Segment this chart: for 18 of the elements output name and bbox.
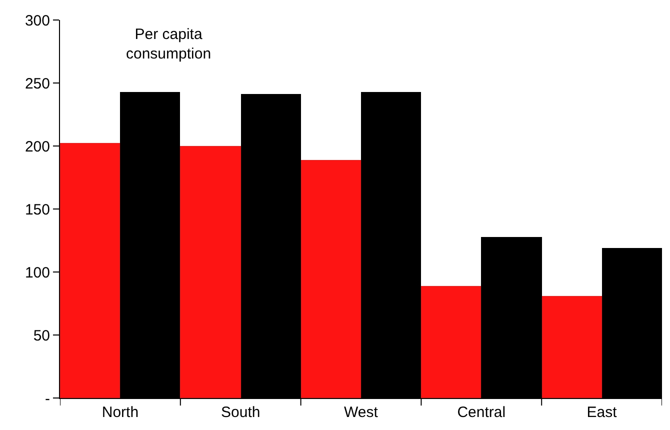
y-tick-label: 100: [24, 264, 50, 282]
x-tick-label: East: [586, 404, 618, 421]
bar: [180, 146, 241, 398]
x-tick-label: West: [344, 404, 379, 421]
y-tick-label: 150: [24, 201, 50, 218]
bar: [301, 160, 361, 398]
y-tick-label: 300: [24, 12, 50, 30]
text: Per capita consumption: [126, 26, 212, 62]
y-tick-label: 50: [33, 327, 50, 344]
bar: [542, 296, 602, 398]
x-tick-label: North: [102, 404, 139, 421]
y-tick-label: 250: [24, 75, 50, 92]
y-tick-label: -: [45, 390, 50, 408]
x-tick-label: Central: [457, 404, 506, 421]
x-tick-label: South: [221, 404, 260, 421]
y-tick-label: 200: [24, 138, 50, 156]
bar: [60, 143, 120, 398]
bar: [421, 286, 481, 398]
